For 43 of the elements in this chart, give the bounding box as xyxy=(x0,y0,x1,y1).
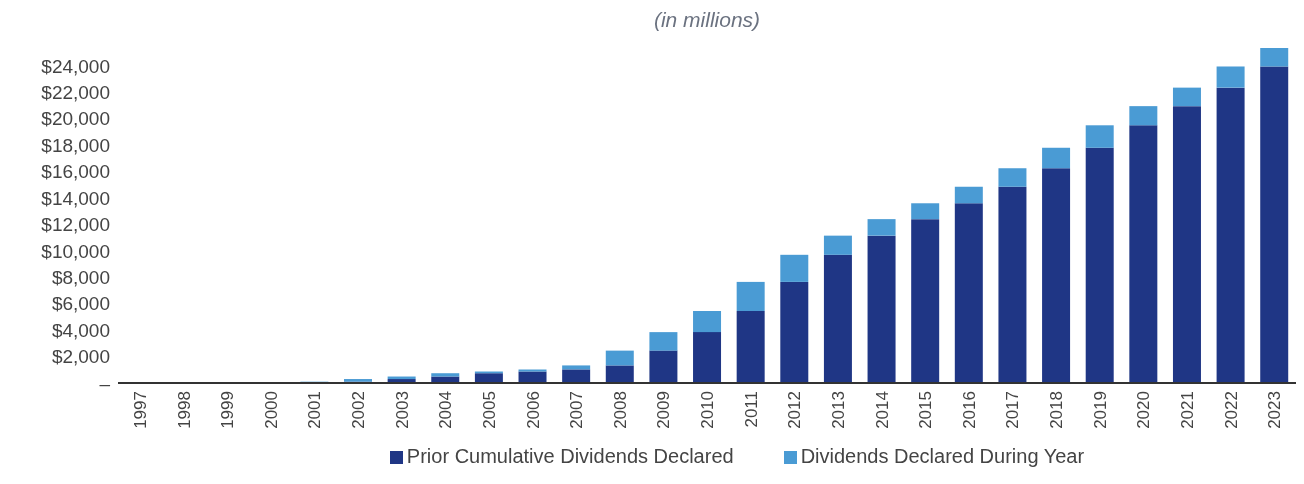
y-tick-label: $12,000 xyxy=(41,214,110,236)
x-tick-label: 1998 xyxy=(174,391,194,429)
x-tick-label: 2022 xyxy=(1221,391,1241,429)
y-tick-label: $16,000 xyxy=(41,161,110,183)
y-tick-label: $10,000 xyxy=(41,240,110,262)
x-tick-label: 2019 xyxy=(1090,391,1110,429)
legend-label: Dividends Declared During Year xyxy=(800,445,1085,467)
legend-label: Prior Cumulative Dividends Declared xyxy=(406,445,734,467)
y-tick-label: $2,000 xyxy=(51,346,110,368)
y-tick-label: $8,000 xyxy=(51,267,110,289)
chart-title: (in millions) xyxy=(652,8,762,33)
x-tick-label: 2016 xyxy=(959,391,979,429)
x-tick-label: 2012 xyxy=(785,391,805,429)
x-tick-label: 2011 xyxy=(741,391,761,428)
x-tick-label: 2021 xyxy=(1178,391,1197,429)
x-tick-label: 2017 xyxy=(1003,391,1023,429)
x-tick-label: 2003 xyxy=(392,391,412,429)
y-tick-label: $6,000 xyxy=(51,293,110,315)
x-tick-label: 2008 xyxy=(610,391,630,429)
x-tick-label: 2000 xyxy=(261,391,281,429)
x-tick-label: 2002 xyxy=(349,391,369,429)
y-tick-label: $4,000 xyxy=(51,319,110,341)
x-tick-label: 2020 xyxy=(1134,391,1154,429)
x-tick-label: 2013 xyxy=(828,391,848,429)
x-tick-label: 2001 xyxy=(305,391,325,429)
x-tick-label: 2014 xyxy=(872,391,892,429)
x-tick-label: 2004 xyxy=(436,391,456,429)
x-tick-label: 2005 xyxy=(479,391,499,429)
x-tick-label: 2009 xyxy=(654,391,674,429)
x-tick-label: 2015 xyxy=(916,391,936,429)
y-tick-label: $22,000 xyxy=(41,82,110,103)
x-tick-label: 2023 xyxy=(1265,391,1285,429)
y-tick-label: $18,000 xyxy=(41,134,110,156)
y-tick-label: $14,000 xyxy=(41,187,110,209)
x-tick-label: 2010 xyxy=(698,391,718,429)
x-tick-label: 2006 xyxy=(523,391,543,429)
y-tick-label: $24,000 xyxy=(41,55,110,77)
x-tick-label: 1997 xyxy=(130,391,150,429)
y-tick-label: – xyxy=(99,372,111,394)
y-tick-label: $20,000 xyxy=(41,108,110,130)
x-tick-label: 1999 xyxy=(218,391,238,429)
x-tick-label: 2018 xyxy=(1047,391,1067,429)
x-tick-label: 2007 xyxy=(567,391,587,429)
